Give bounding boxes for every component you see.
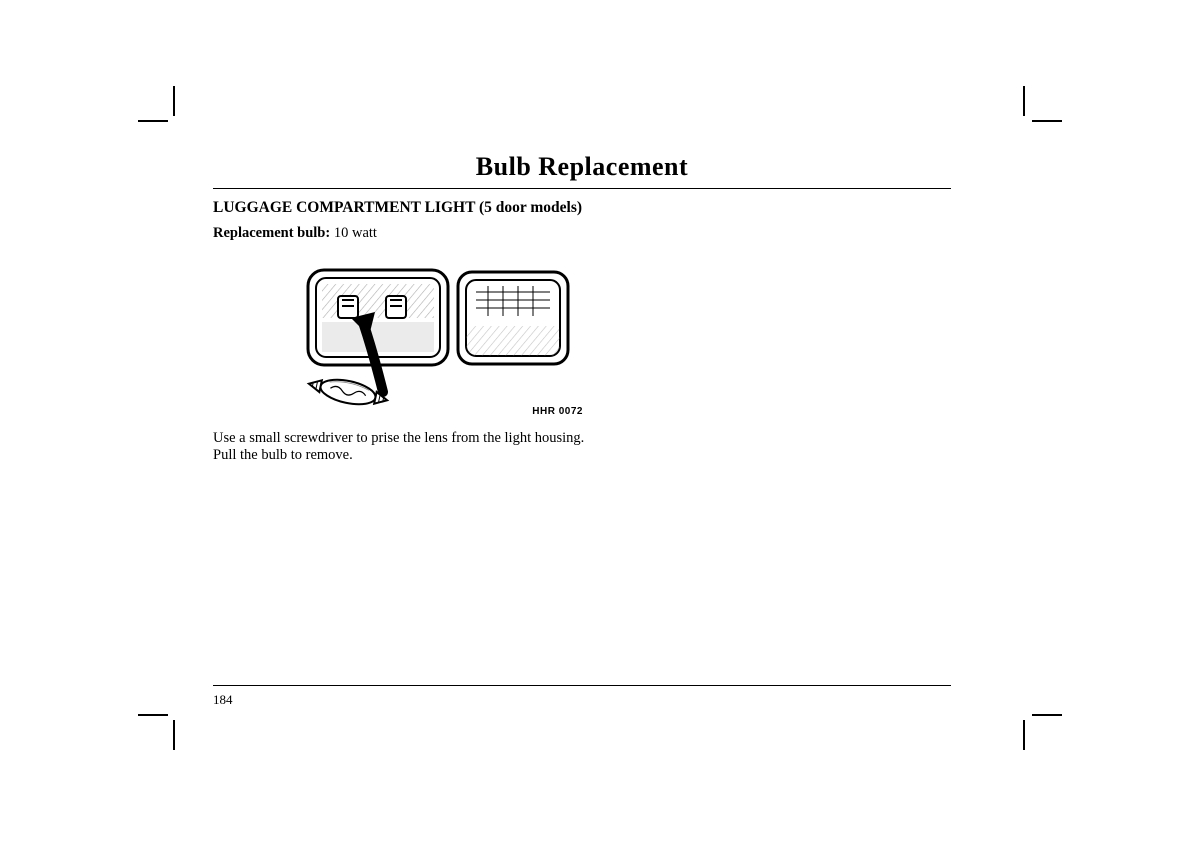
manual-page: Bulb Replacement LUGGAGE COMPARTMENT LIG…	[0, 0, 1200, 848]
spec-line: Replacement bulb: 10 watt	[213, 225, 951, 242]
footer: 184	[213, 685, 951, 708]
bulb-illustration-svg	[253, 262, 593, 422]
instruction-text: Use a small screwdriver to prise the len…	[213, 430, 951, 465]
figure: HHR 0072	[253, 262, 593, 422]
spec-label: Replacement bulb:	[213, 225, 330, 241]
instruction-line-2: Pull the bulb to remove.	[213, 447, 951, 464]
footer-rule	[213, 685, 951, 686]
figure-reference: HHR 0072	[532, 406, 583, 417]
instruction-line-1: Use a small screwdriver to prise the len…	[213, 430, 951, 447]
spec-value: 10 watt	[330, 225, 377, 241]
page-number: 184	[213, 692, 951, 708]
crop-mark-tl-v	[173, 86, 175, 116]
page-title: Bulb Replacement	[213, 152, 951, 182]
section-heading: LUGGAGE COMPARTMENT LIGHT (5 door models…	[213, 199, 951, 217]
crop-mark-tr-h	[1032, 120, 1062, 122]
crop-mark-tl-h	[138, 120, 168, 122]
title-rule	[213, 188, 951, 189]
crop-mark-bl-v	[173, 720, 175, 750]
content-column: Bulb Replacement LUGGAGE COMPARTMENT LIG…	[213, 152, 951, 465]
crop-mark-bl-h	[138, 714, 168, 716]
crop-mark-br-h	[1032, 714, 1062, 716]
crop-mark-tr-v	[1023, 86, 1025, 116]
crop-mark-br-v	[1023, 720, 1025, 750]
